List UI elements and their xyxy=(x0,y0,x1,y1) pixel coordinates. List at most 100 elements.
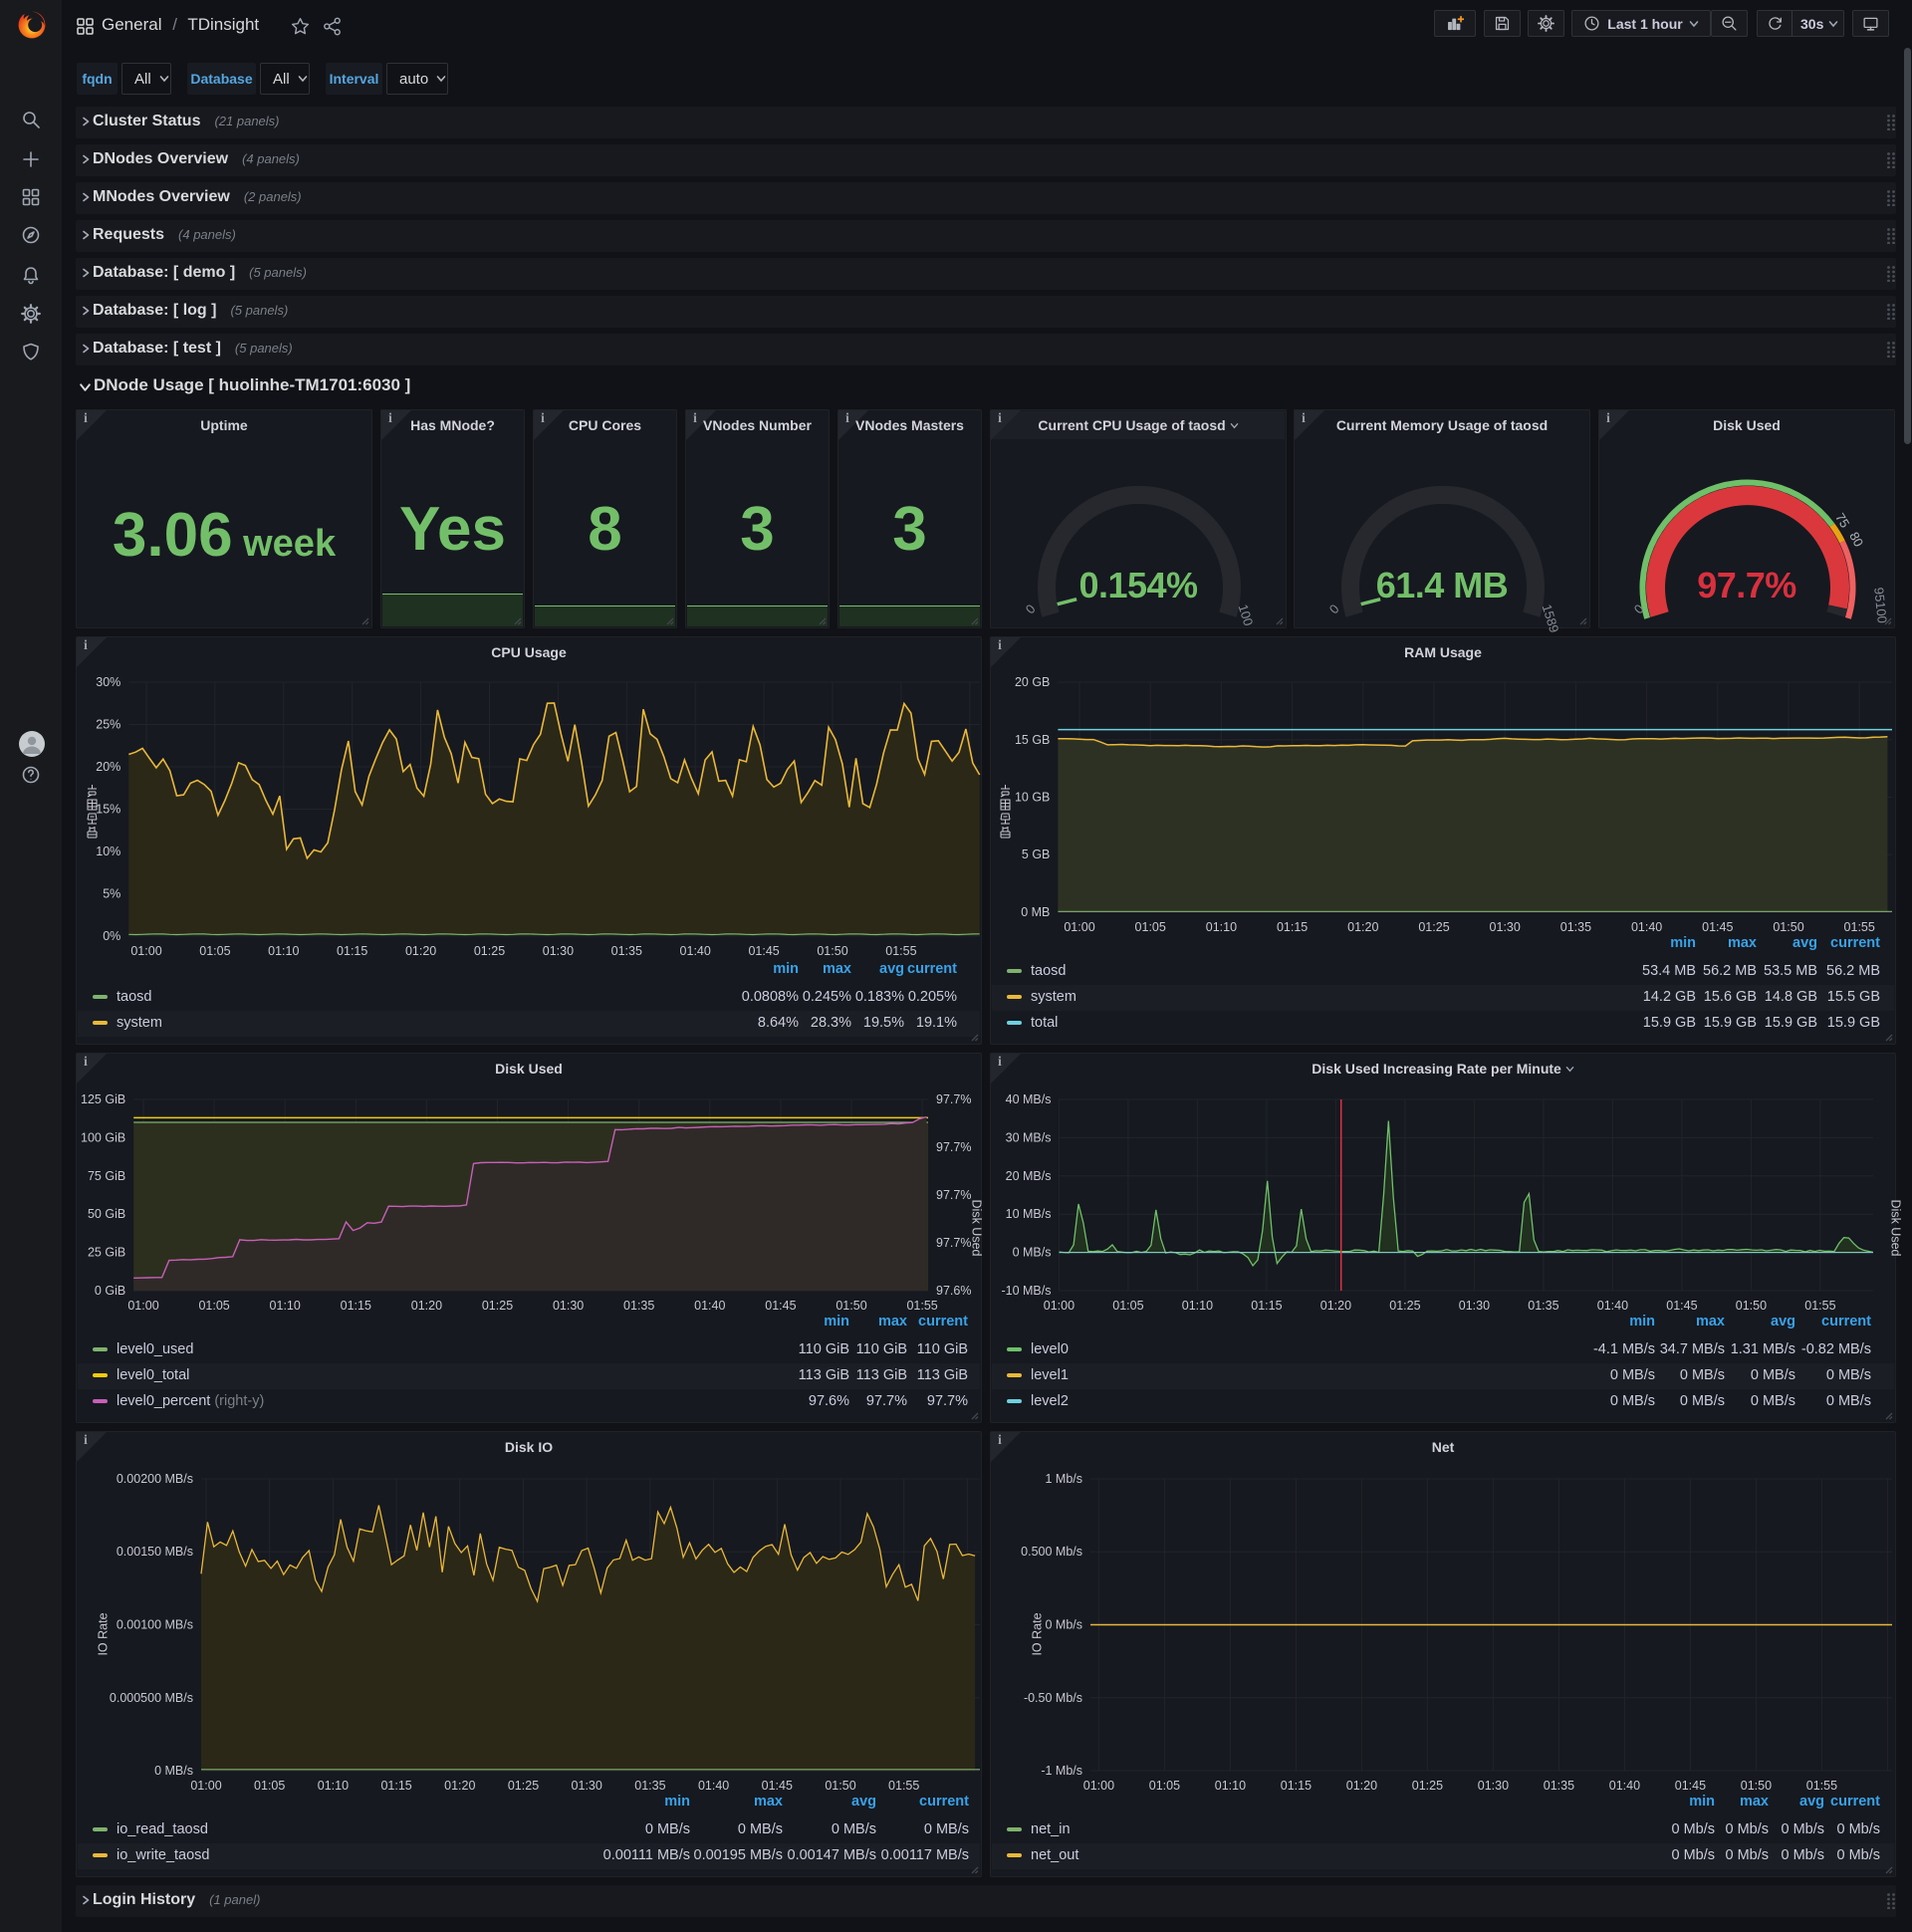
svg-text:97.7%: 97.7% xyxy=(936,1188,971,1202)
svg-text:15 GB: 15 GB xyxy=(1015,733,1050,747)
svg-text:0.00200 MB/s: 0.00200 MB/s xyxy=(117,1472,193,1486)
svg-text:30 MB/s: 30 MB/s xyxy=(1006,1130,1052,1144)
svg-text:01:50: 01:50 xyxy=(817,944,847,958)
svg-text:01:40: 01:40 xyxy=(680,944,711,958)
svg-text:01:40: 01:40 xyxy=(698,1779,729,1793)
svg-text:01:00: 01:00 xyxy=(190,1779,221,1793)
svg-text:01:00: 01:00 xyxy=(127,1299,158,1313)
svg-text:97.7%: 97.7% xyxy=(936,1140,971,1154)
svg-text:01:05: 01:05 xyxy=(199,944,230,958)
svg-text:01:35: 01:35 xyxy=(1528,1299,1558,1313)
svg-text:01:45: 01:45 xyxy=(748,944,779,958)
svg-text:01:10: 01:10 xyxy=(268,944,299,958)
svg-text:01:40: 01:40 xyxy=(1609,1779,1640,1793)
svg-text:0%: 0% xyxy=(103,929,120,943)
svg-text:01:30: 01:30 xyxy=(1478,1779,1509,1793)
svg-text:01:40: 01:40 xyxy=(694,1299,725,1313)
svg-text:01:15: 01:15 xyxy=(1251,1299,1282,1313)
svg-text:01:55: 01:55 xyxy=(906,1299,937,1313)
svg-text:0 Mb/s: 0 Mb/s xyxy=(1045,1618,1082,1632)
svg-text:-1 Mb/s: -1 Mb/s xyxy=(1041,1764,1082,1778)
svg-text:5%: 5% xyxy=(103,887,120,901)
svg-text:0.00150 MB/s: 0.00150 MB/s xyxy=(117,1545,193,1559)
svg-text:01:05: 01:05 xyxy=(198,1299,229,1313)
svg-text:01:25: 01:25 xyxy=(1389,1299,1420,1313)
svg-text:01:20: 01:20 xyxy=(405,944,436,958)
svg-text:40 MB/s: 40 MB/s xyxy=(1006,1092,1052,1106)
svg-text:01:05: 01:05 xyxy=(1135,920,1166,934)
svg-text:01:20: 01:20 xyxy=(1346,1779,1377,1793)
svg-text:01:00: 01:00 xyxy=(130,944,161,958)
svg-text:01:55: 01:55 xyxy=(1844,920,1875,934)
svg-text:01:35: 01:35 xyxy=(611,944,642,958)
svg-text:01:35: 01:35 xyxy=(1560,920,1591,934)
svg-text:30%: 30% xyxy=(96,675,120,689)
svg-text:01:15: 01:15 xyxy=(1277,920,1308,934)
svg-text:10 MB/s: 10 MB/s xyxy=(1006,1207,1052,1221)
svg-text:01:00: 01:00 xyxy=(1044,1299,1075,1313)
svg-text:01:40: 01:40 xyxy=(1631,920,1662,934)
svg-text:01:40: 01:40 xyxy=(1597,1299,1628,1313)
svg-text:10%: 10% xyxy=(96,845,120,858)
svg-text:1 Mb/s: 1 Mb/s xyxy=(1045,1472,1082,1486)
svg-text:100 GiB: 100 GiB xyxy=(81,1130,125,1144)
svg-text:01:35: 01:35 xyxy=(634,1779,665,1793)
svg-text:97.7%: 97.7% xyxy=(936,1236,971,1250)
svg-text:01:55: 01:55 xyxy=(1806,1779,1837,1793)
svg-text:0.500 Mb/s: 0.500 Mb/s xyxy=(1021,1545,1082,1559)
svg-text:01:00: 01:00 xyxy=(1064,920,1094,934)
svg-text:0 GiB: 0 GiB xyxy=(95,1284,125,1298)
svg-text:01:10: 01:10 xyxy=(1215,1779,1246,1793)
svg-text:01:45: 01:45 xyxy=(762,1779,793,1793)
svg-text:01:05: 01:05 xyxy=(1149,1779,1180,1793)
svg-text:50 GiB: 50 GiB xyxy=(88,1207,125,1221)
svg-text:5 GB: 5 GB xyxy=(1022,847,1051,861)
svg-text:01:10: 01:10 xyxy=(1206,920,1237,934)
svg-text:01:10: 01:10 xyxy=(1182,1299,1213,1313)
svg-text:01:20: 01:20 xyxy=(411,1299,442,1313)
svg-text:01:45: 01:45 xyxy=(765,1299,796,1313)
svg-text:01:20: 01:20 xyxy=(1347,920,1378,934)
svg-text:01:30: 01:30 xyxy=(553,1299,584,1313)
svg-text:01:15: 01:15 xyxy=(341,1299,371,1313)
svg-text:01:25: 01:25 xyxy=(1418,920,1449,934)
svg-text:97.6%: 97.6% xyxy=(936,1284,971,1298)
svg-text:01:45: 01:45 xyxy=(1675,1779,1706,1793)
svg-text:01:55: 01:55 xyxy=(885,944,916,958)
svg-text:0 MB: 0 MB xyxy=(1021,905,1050,919)
svg-text:0 MB/s: 0 MB/s xyxy=(1013,1246,1052,1260)
svg-text:01:50: 01:50 xyxy=(1736,1299,1767,1313)
svg-text:25 GiB: 25 GiB xyxy=(88,1246,125,1260)
svg-text:01:25: 01:25 xyxy=(474,944,505,958)
svg-text:01:45: 01:45 xyxy=(1666,1299,1697,1313)
svg-text:20 GB: 20 GB xyxy=(1015,675,1050,689)
svg-text:01:10: 01:10 xyxy=(270,1299,301,1313)
svg-text:125 GiB: 125 GiB xyxy=(81,1092,125,1106)
svg-text:01:30: 01:30 xyxy=(543,944,574,958)
svg-text:01:20: 01:20 xyxy=(1320,1299,1351,1313)
svg-text:01:50: 01:50 xyxy=(1773,920,1803,934)
svg-text:01:35: 01:35 xyxy=(1544,1779,1574,1793)
svg-text:01:15: 01:15 xyxy=(1281,1779,1312,1793)
svg-text:01:15: 01:15 xyxy=(337,944,367,958)
svg-text:10 GB: 10 GB xyxy=(1015,791,1050,805)
svg-text:-0.50 Mb/s: -0.50 Mb/s xyxy=(1024,1691,1082,1705)
svg-text:01:25: 01:25 xyxy=(508,1779,539,1793)
svg-text:01:10: 01:10 xyxy=(318,1779,349,1793)
svg-text:20%: 20% xyxy=(96,760,120,774)
svg-text:01:05: 01:05 xyxy=(254,1779,285,1793)
svg-text:01:05: 01:05 xyxy=(1112,1299,1143,1313)
svg-text:01:55: 01:55 xyxy=(1804,1299,1835,1313)
svg-text:01:55: 01:55 xyxy=(888,1779,919,1793)
svg-text:20 MB/s: 20 MB/s xyxy=(1006,1169,1052,1183)
svg-text:01:25: 01:25 xyxy=(1412,1779,1443,1793)
svg-text:0.00100 MB/s: 0.00100 MB/s xyxy=(117,1618,193,1632)
svg-text:01:25: 01:25 xyxy=(482,1299,513,1313)
svg-text:01:30: 01:30 xyxy=(1490,920,1521,934)
svg-text:15%: 15% xyxy=(96,803,120,817)
svg-text:-10 MB/s: -10 MB/s xyxy=(1001,1284,1051,1298)
svg-text:01:15: 01:15 xyxy=(380,1779,411,1793)
svg-text:01:45: 01:45 xyxy=(1702,920,1733,934)
svg-text:25%: 25% xyxy=(96,718,120,732)
svg-text:0 MB/s: 0 MB/s xyxy=(154,1764,193,1778)
